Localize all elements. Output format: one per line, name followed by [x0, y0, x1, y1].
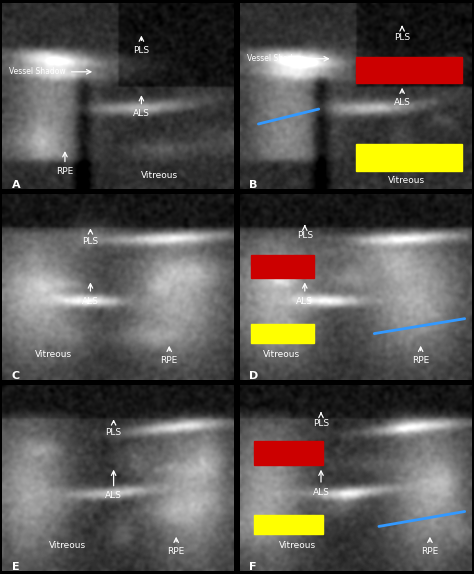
Text: Vitreous: Vitreous [141, 170, 179, 180]
Text: PLS: PLS [82, 230, 99, 246]
Text: Vitreous: Vitreous [279, 541, 316, 550]
Text: A: A [12, 180, 20, 190]
Bar [252, 255, 314, 278]
Text: Vessel Shadow: Vessel Shadow [247, 55, 328, 63]
Text: RPE: RPE [161, 347, 178, 365]
Text: RPE: RPE [421, 538, 438, 556]
Text: PLS: PLS [394, 26, 410, 42]
Text: E: E [12, 562, 19, 572]
Text: C: C [12, 371, 20, 381]
Text: Vitreous: Vitreous [35, 350, 72, 359]
Bar [252, 324, 314, 343]
Text: ALS: ALS [296, 284, 313, 305]
Text: PLS: PLS [297, 226, 313, 241]
Text: RPE: RPE [167, 538, 185, 556]
Bar [254, 441, 323, 465]
Text: D: D [249, 371, 258, 381]
Text: Vitreous: Vitreous [49, 541, 86, 550]
Bar [356, 57, 462, 83]
Text: RPE: RPE [412, 347, 429, 365]
Text: ALS: ALS [133, 96, 150, 118]
Text: RPE: RPE [56, 152, 73, 176]
Text: F: F [249, 562, 256, 572]
Text: Vitreous: Vitreous [388, 176, 425, 185]
Bar [254, 515, 323, 534]
Text: PLS: PLS [106, 421, 122, 437]
Text: Vitreous: Vitreous [263, 350, 300, 359]
Text: Vessel Shadow: Vessel Shadow [9, 67, 91, 76]
Text: ALS: ALS [312, 471, 329, 497]
Text: ALS: ALS [394, 89, 410, 107]
Text: ALS: ALS [105, 471, 122, 501]
Bar [356, 145, 462, 170]
Text: ALS: ALS [82, 284, 99, 305]
Text: PLS: PLS [133, 37, 149, 55]
Text: PLS: PLS [313, 413, 329, 428]
Text: B: B [249, 180, 257, 190]
